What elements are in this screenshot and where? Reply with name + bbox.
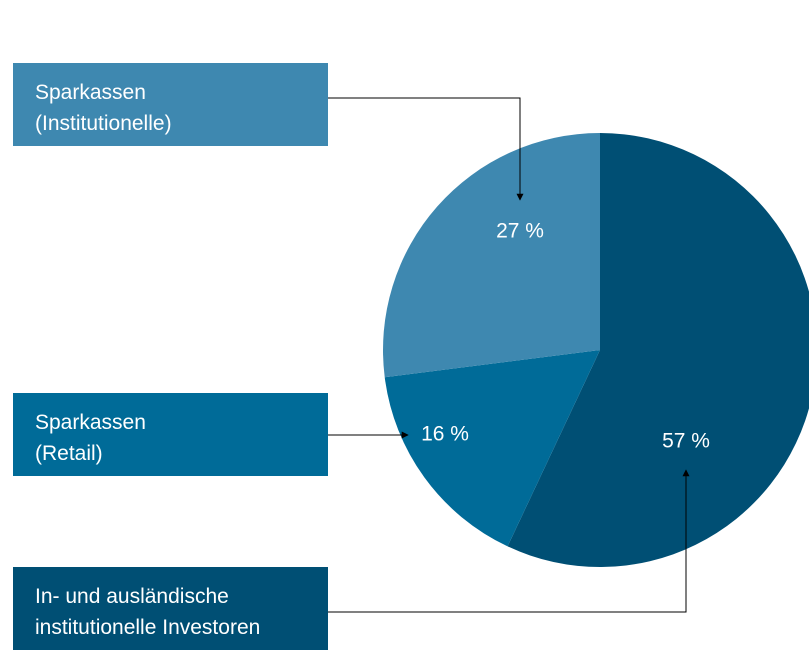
pie-slice <box>383 133 600 378</box>
legend-box: Sparkassen (Retail) <box>13 393 328 476</box>
legend-label: In- und ausländische institutionelle Inv… <box>35 585 261 639</box>
connectors <box>328 97 690 613</box>
legend-label: Sparkassen (Institutionelle) <box>35 81 172 135</box>
pie-slice <box>507 133 809 567</box>
slices <box>383 133 809 567</box>
data-label: 27 % <box>496 220 544 243</box>
legend-label: Sparkassen (Retail) <box>35 411 146 465</box>
legend-box: In- und ausländische institutionelle Inv… <box>13 567 328 650</box>
data-label: 57 % <box>662 430 710 453</box>
legend-box: Sparkassen (Institutionelle) <box>13 63 328 146</box>
connector <box>328 469 690 613</box>
pie-slice <box>384 350 600 547</box>
data-label: 16 % <box>421 423 469 446</box>
connector <box>328 97 524 201</box>
